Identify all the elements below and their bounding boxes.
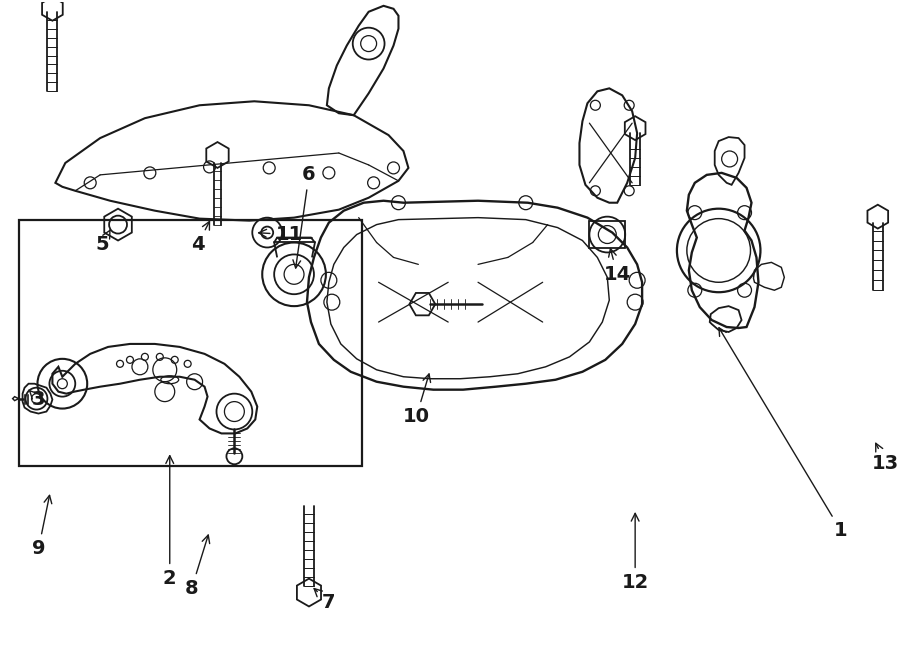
Text: 12: 12 [622,513,649,592]
Text: 14: 14 [604,249,631,284]
Text: 3: 3 [29,390,45,409]
Text: 7: 7 [314,589,336,612]
Bar [590,220,625,248]
Text: 6: 6 [292,166,316,268]
Text: 5: 5 [95,230,111,254]
Bar [19,220,362,466]
Text: 1: 1 [719,328,848,540]
Text: 4: 4 [191,222,210,254]
Text: 10: 10 [403,374,430,426]
Text: 9: 9 [32,495,52,558]
Text: 2: 2 [163,455,176,588]
Text: 11: 11 [258,225,302,244]
Text: 8: 8 [184,535,210,598]
Text: 13: 13 [872,444,899,473]
